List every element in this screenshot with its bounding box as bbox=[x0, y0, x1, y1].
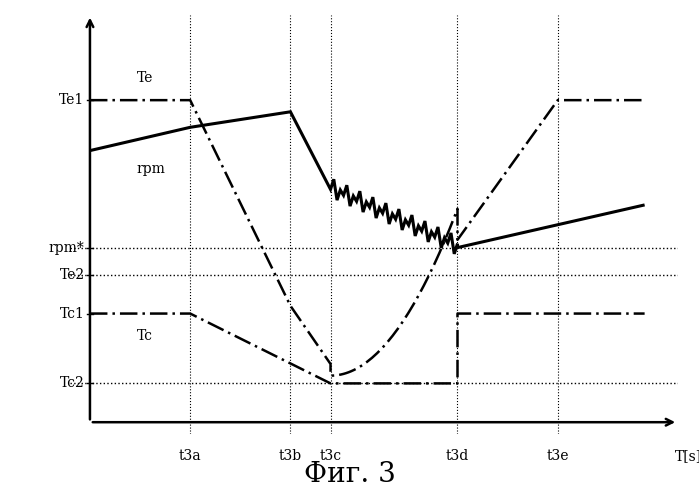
Text: t3e: t3e bbox=[547, 449, 569, 463]
Text: t3d: t3d bbox=[446, 449, 469, 463]
Text: t3c: t3c bbox=[319, 449, 342, 463]
Text: Фиг. 3: Фиг. 3 bbox=[303, 461, 396, 488]
Text: Tc: Tc bbox=[137, 329, 152, 343]
Text: rpm*: rpm* bbox=[49, 241, 85, 254]
Text: Te2: Te2 bbox=[59, 268, 85, 282]
Text: Te1: Te1 bbox=[59, 93, 85, 107]
Text: Tc2: Tc2 bbox=[60, 376, 85, 390]
Text: T[s]: T[s] bbox=[675, 449, 699, 463]
Text: t3b: t3b bbox=[279, 449, 302, 463]
Text: rpm: rpm bbox=[137, 162, 166, 176]
Text: Tc1: Tc1 bbox=[59, 307, 85, 320]
Text: t3a: t3a bbox=[179, 449, 201, 463]
Text: Te: Te bbox=[137, 70, 153, 85]
